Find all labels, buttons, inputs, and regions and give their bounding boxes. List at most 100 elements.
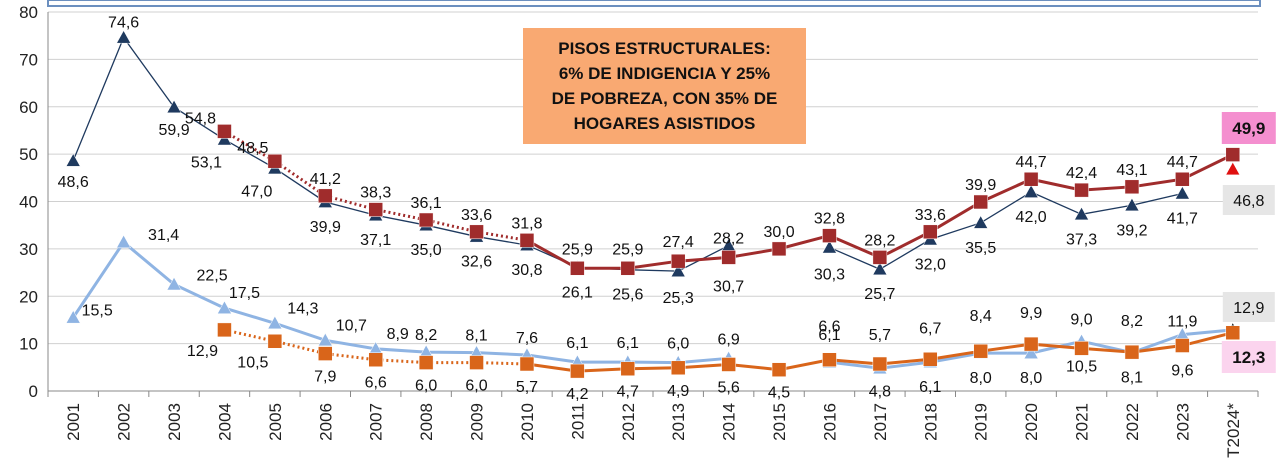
data-point [570,261,585,276]
data-point [670,263,686,277]
data-point [670,253,686,269]
data-label: 10,5 [1066,358,1097,375]
data-point [65,310,81,324]
data-label: 25,3 [663,290,694,307]
data-label: 44,7 [1016,154,1047,171]
data-label: 10,7 [336,317,367,334]
data-label: 6,6 [365,375,387,392]
data-point [923,224,938,240]
data-label: 12,3 [1232,348,1265,367]
data-point [217,131,232,146]
y-tick-label: 0 [29,382,38,401]
x-tick-label: 2005 [266,403,285,441]
data-point [368,202,383,217]
data-point [166,99,182,114]
data-label: 47,0 [241,183,272,200]
data-label: 22,5 [196,267,227,284]
data-point [1225,147,1241,162]
data-point [1174,185,1190,200]
data-point [872,356,888,372]
data-label: 39,2 [1116,222,1147,239]
data-label-box [1221,341,1276,373]
data-label: 6,6 [818,319,840,336]
y-tick-label: 40 [19,193,38,212]
data-label: 4,5 [768,385,790,402]
data-label: 43,1 [1116,162,1147,179]
data-label: 37,3 [1066,231,1097,248]
data-point [469,224,484,240]
data-label: 27,4 [663,234,694,251]
data-label: 28,2 [864,232,895,249]
data-label: 8,2 [1121,313,1143,330]
data-point [973,215,989,229]
x-tick-label: 2007 [367,403,386,441]
data-label-box [1222,185,1275,215]
data-point [1175,338,1190,353]
data-point [217,124,232,139]
data-point [721,357,736,372]
data-label: 7,6 [516,330,538,347]
data-point [570,363,585,379]
series-layer [65,30,1241,379]
x-tick-label: 2017 [871,403,890,441]
data-label: 36,1 [411,195,442,212]
data-point [822,239,837,254]
data-point [721,250,736,265]
x-tick-label: 2013 [669,403,688,441]
markers-ind_old [65,234,1241,375]
x-tick-label: 2009 [468,403,487,441]
y-tick-label: 80 [19,3,38,22]
data-label: 6,9 [718,331,740,348]
data-label: 4,8 [869,383,891,400]
x-tick-label: 2022 [1123,403,1142,441]
y-axis: 0 10 20 30 40 50 60 70 80 [19,3,49,401]
data-label: 46,8 [1233,193,1264,210]
data-point [116,30,132,44]
x-tick-label: T2024* [1224,403,1243,458]
data-point [267,315,283,330]
series-ind_old [71,240,1233,370]
data-label: 8,1 [465,328,487,345]
data-label: 54,8 [185,110,216,127]
data-label: 6,0 [415,378,437,395]
x-tick-label: 2019 [972,403,991,441]
data-point [670,360,686,376]
label-layer: 48,6 74,6 59,953,1 47,0 39,9 37,1 35,0 32,6 30,8… [58,15,1276,403]
data-label: 25,9 [562,241,593,258]
data-label: 25,6 [612,287,643,304]
y-tick-label: 20 [19,287,38,306]
data-label: 39,9 [310,219,341,236]
data-label: 32,8 [814,211,845,228]
data-label: 74,6 [108,15,139,32]
data-label: 12,9 [1233,300,1264,317]
data-label: 48,5 [237,140,268,157]
series-line [829,191,1183,270]
data-label: 44,7 [1167,154,1198,171]
data-point [1023,345,1039,359]
data-label: 37,1 [360,232,391,249]
data-label: 6,1 [919,379,941,396]
annotation-line-1: PISOS ESTRUCTURALES: [558,39,771,58]
data-point [217,322,232,338]
x-tick-label: 2004 [215,403,234,441]
data-label: 49,9 [1232,119,1265,138]
data-label: 11,9 [1167,314,1197,331]
data-label: 30,8 [511,262,542,279]
data-label: 28,2 [713,230,744,247]
x-tick-label: 2016 [820,403,839,441]
data-point [620,361,636,376]
data-label: 35,5 [965,240,996,257]
data-point [318,346,333,361]
data-label: 26,1 [562,284,593,301]
data-point [368,352,383,367]
data-point [1225,325,1241,340]
data-point [923,352,938,367]
data-label: 33,6 [915,207,946,224]
data-label-box [1221,112,1276,144]
data-label: 5,7 [516,379,538,396]
data-point [771,241,787,257]
data-label: 41,7 [1167,210,1198,227]
data-label: 9,0 [1070,311,1092,328]
data-label: 15,5 [82,303,113,320]
